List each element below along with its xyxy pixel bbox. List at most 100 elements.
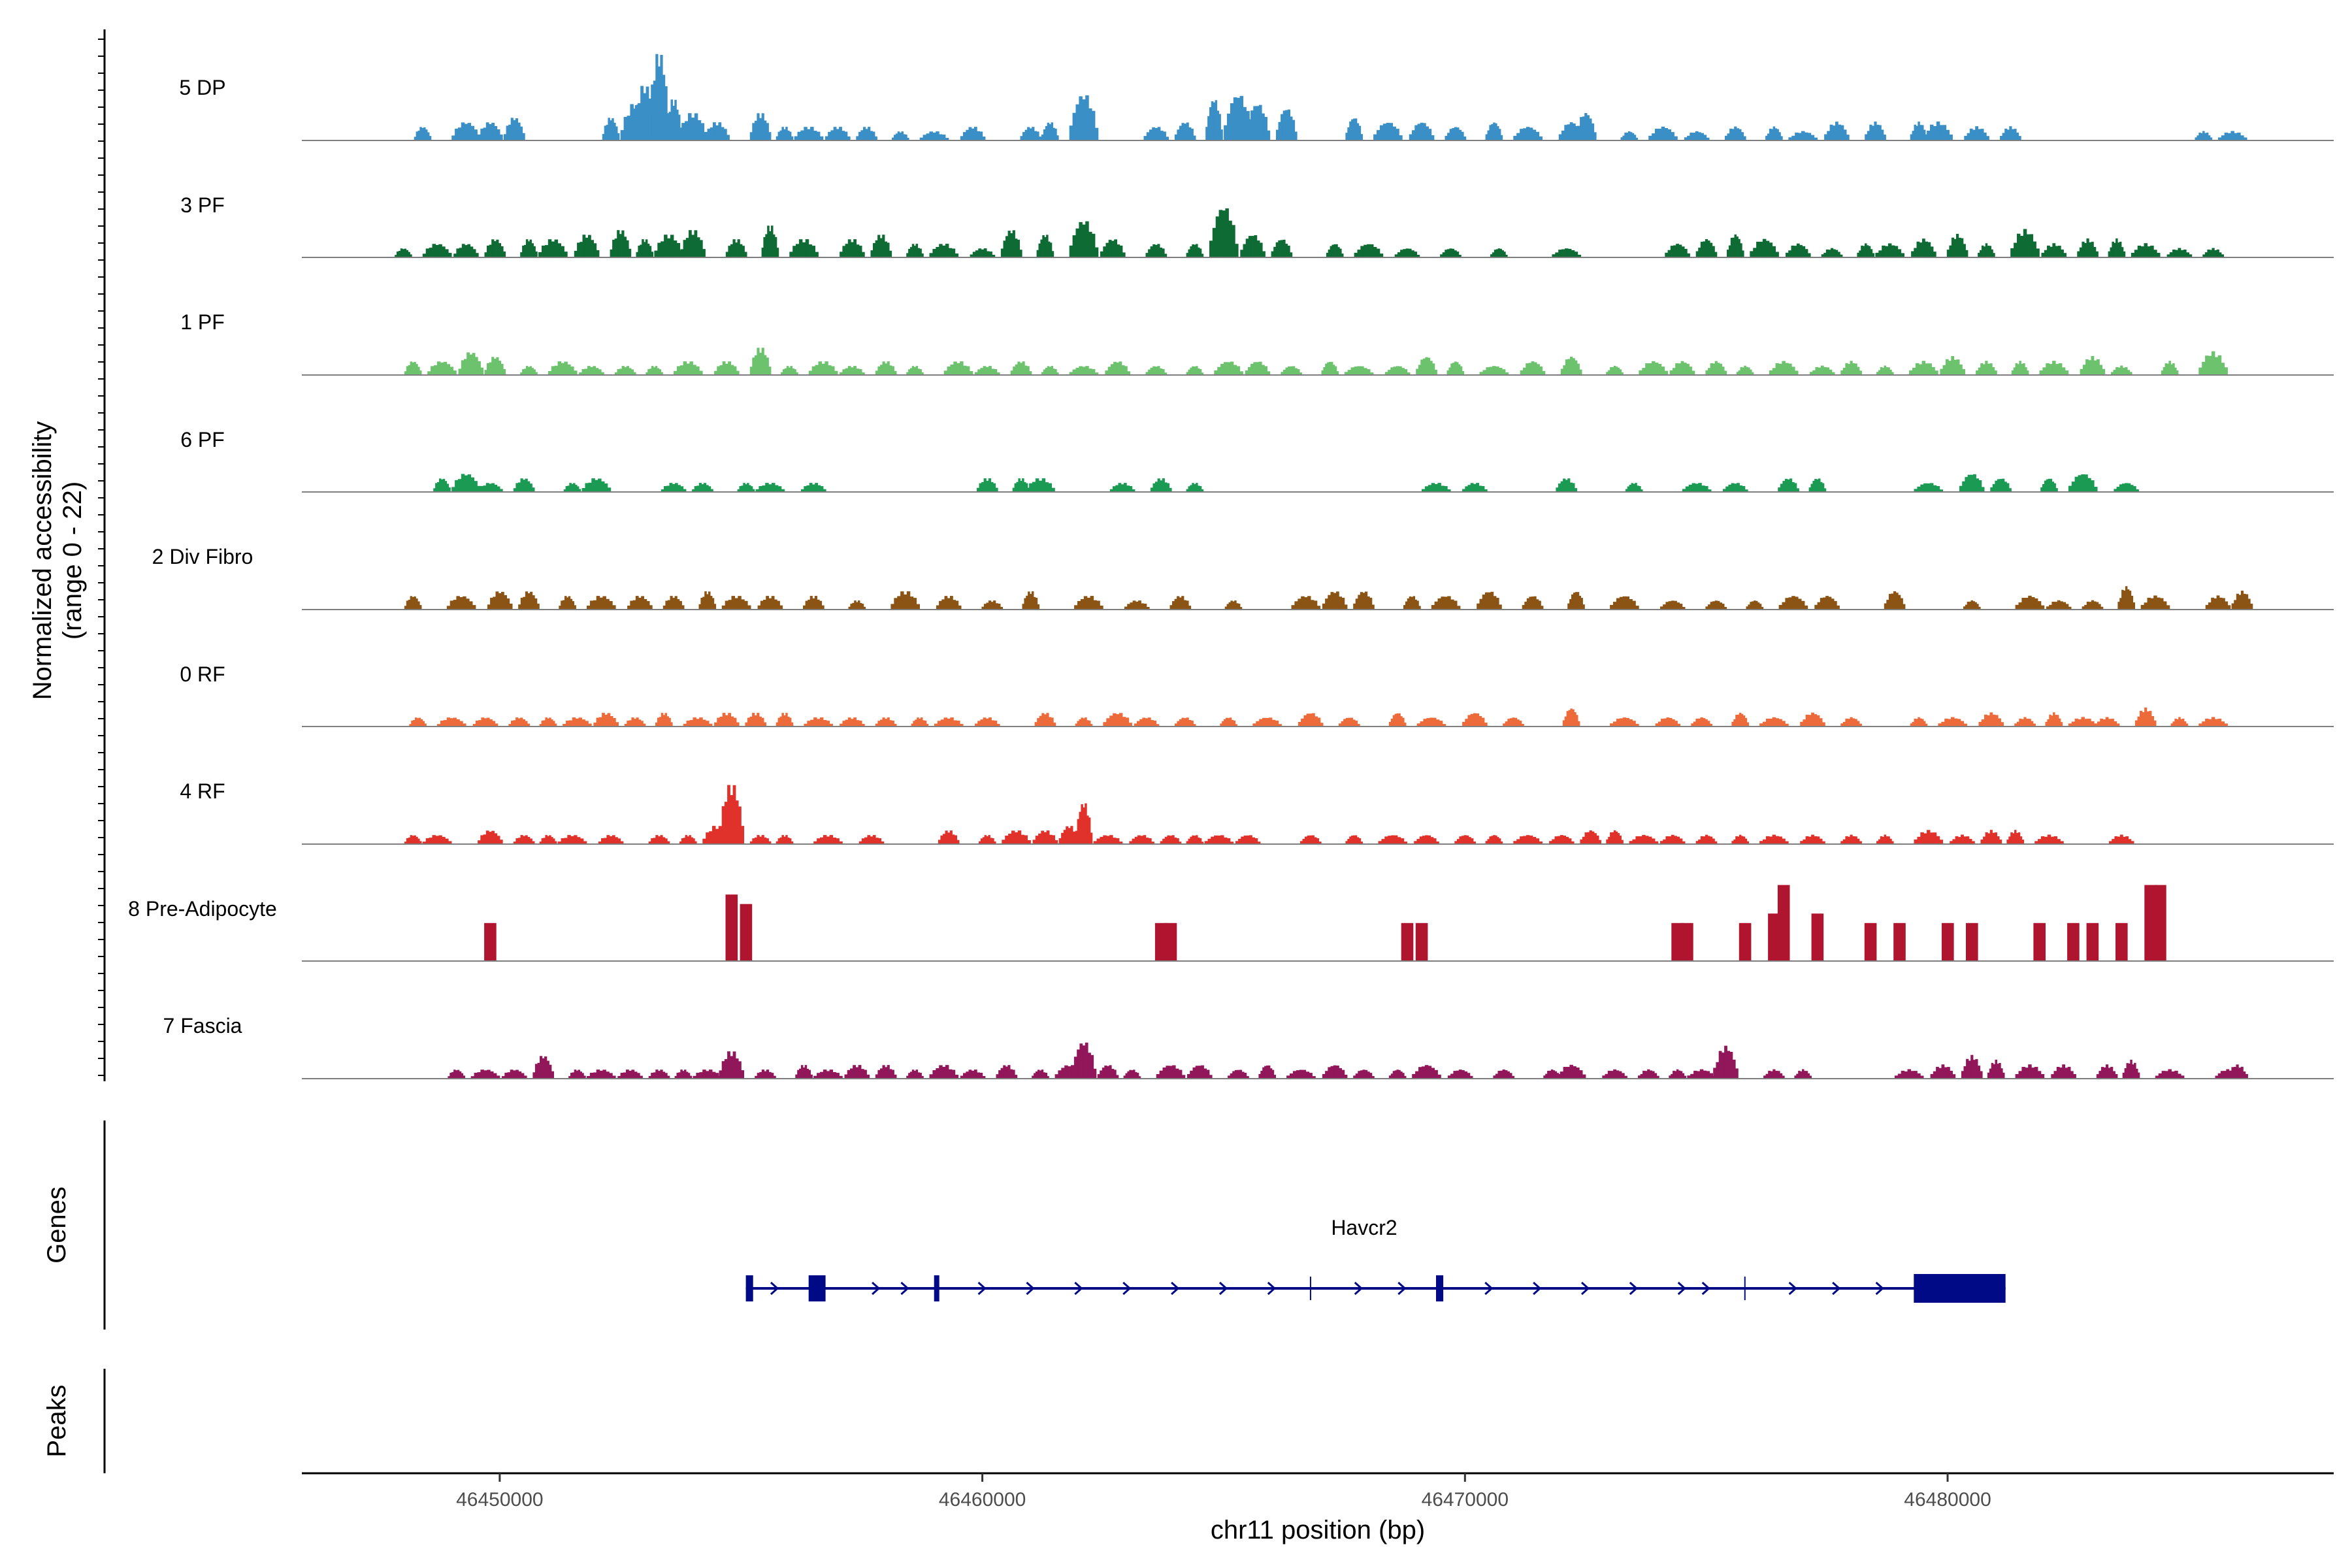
coverage-bar xyxy=(950,717,954,727)
coverage-bar xyxy=(2068,606,2072,610)
coverage-bar xyxy=(1462,836,1465,844)
coverage-bar xyxy=(2078,719,2082,727)
coverage-bar xyxy=(1222,210,1226,257)
coverage-bar xyxy=(794,136,798,140)
coverage-bar xyxy=(1914,124,1916,140)
coverage-bar xyxy=(1172,1065,1176,1079)
coverage-bar xyxy=(1100,606,1103,610)
coverage-bar xyxy=(1750,602,1752,610)
coverage-bar xyxy=(1489,836,1492,844)
coverage-bar xyxy=(1456,127,1460,140)
coverage-bar xyxy=(1186,600,1189,610)
coverage-bar xyxy=(1571,250,1575,257)
coverage-bar xyxy=(2221,135,2225,140)
coverage-bar xyxy=(784,368,787,375)
gene-strand-arrow xyxy=(1533,1281,1542,1296)
coverage-bar xyxy=(1198,1066,1201,1079)
coverage-bar xyxy=(1061,832,1064,844)
coverage-bar xyxy=(1948,923,1952,961)
coverage-bar xyxy=(410,361,413,375)
coverage-bar xyxy=(1398,1070,1401,1079)
coverage-bar xyxy=(1967,133,1970,140)
coverage-bar xyxy=(1676,1069,1679,1079)
coverage-bar xyxy=(2163,367,2166,375)
coverage-bar xyxy=(877,1070,881,1079)
coverage-bar xyxy=(711,1071,716,1079)
coverage-bar xyxy=(1196,244,1198,257)
coverage-bar xyxy=(1111,240,1115,257)
coverage-bar xyxy=(1682,607,1686,610)
coverage-bar xyxy=(2117,367,2121,375)
coverage-bar xyxy=(1729,1052,1733,1079)
coverage-bar xyxy=(791,722,794,727)
coverage-bar xyxy=(1706,137,1710,140)
coverage-bar xyxy=(451,135,455,140)
coverage-bar xyxy=(2114,836,2118,844)
coverage-bar xyxy=(1670,246,1674,257)
coverage-bar xyxy=(1710,836,1713,844)
coverage-bar xyxy=(1386,123,1390,140)
coverage-bar xyxy=(1212,227,1217,257)
coverage-bar xyxy=(1110,364,1114,375)
coverage-bar xyxy=(1746,367,1748,375)
coverage-bar xyxy=(1782,838,1786,844)
coverage-bar xyxy=(453,370,457,375)
coverage-bar xyxy=(2091,721,2095,727)
coverage-bar xyxy=(1196,483,1198,492)
coverage-bar xyxy=(1373,134,1377,140)
coverage-bar xyxy=(2115,367,2119,375)
coverage-bar xyxy=(1069,125,1073,140)
coverage-bar xyxy=(1250,110,1254,140)
coverage-bar xyxy=(1765,719,1770,727)
coverage-bar xyxy=(2033,923,2037,961)
coverage-bar xyxy=(1051,487,1055,492)
coverage-bar xyxy=(404,371,407,375)
coverage-bar xyxy=(397,252,399,257)
coverage-bar xyxy=(2160,598,2164,610)
coverage-bar xyxy=(813,131,817,140)
coverage-bar xyxy=(926,723,929,727)
coverage-bar xyxy=(411,721,414,727)
coverage-bar xyxy=(1558,250,1562,257)
coverage-bar xyxy=(1545,1073,1548,1079)
coverage-bar xyxy=(759,118,762,140)
coverage-bar xyxy=(1276,129,1279,140)
coverage-bar xyxy=(2211,597,2214,610)
coverage-bar xyxy=(1493,122,1495,140)
coverage-bar xyxy=(1652,361,1656,375)
coverage-bar xyxy=(1357,250,1361,257)
coverage-bar xyxy=(772,234,776,257)
coverage-bar xyxy=(1675,363,1678,375)
coverage-bar xyxy=(1337,247,1340,257)
coverage-bar xyxy=(1505,721,1508,727)
coverage-bar xyxy=(1493,1075,1496,1079)
coverage-bar xyxy=(1079,1043,1083,1079)
coverage-bar xyxy=(815,252,819,257)
coverage-bar xyxy=(1945,359,1949,375)
coverage-bar xyxy=(1857,721,1860,727)
coverage-bar xyxy=(1654,363,1659,375)
coverage-bar xyxy=(521,1073,525,1079)
coverage-bar xyxy=(1887,836,1890,844)
coverage-bar xyxy=(1043,369,1046,375)
coverage-bar xyxy=(929,253,933,257)
coverage-bar xyxy=(1041,134,1044,140)
coverage-bar xyxy=(1404,923,1408,961)
coverage-bar xyxy=(1022,478,1024,492)
coverage-bar xyxy=(1132,838,1135,844)
coverage-bar xyxy=(1872,253,1875,257)
coverage-bar xyxy=(839,127,842,140)
coverage-bar xyxy=(1707,836,1710,844)
coverage-bar xyxy=(781,372,783,375)
coverage-bar xyxy=(1354,367,1358,375)
coverage-bar xyxy=(1656,1075,1659,1079)
coverage-bar xyxy=(851,719,854,727)
coverage-bar xyxy=(996,372,1000,375)
coverage-bar xyxy=(764,120,767,140)
coverage-bar xyxy=(2119,484,2123,492)
coverage-bar xyxy=(1788,597,1792,610)
coverage-bar xyxy=(1771,913,1774,961)
coverage-bar xyxy=(1526,598,1529,610)
coverage-bar xyxy=(1769,370,1773,375)
coverage-bar xyxy=(406,250,408,257)
